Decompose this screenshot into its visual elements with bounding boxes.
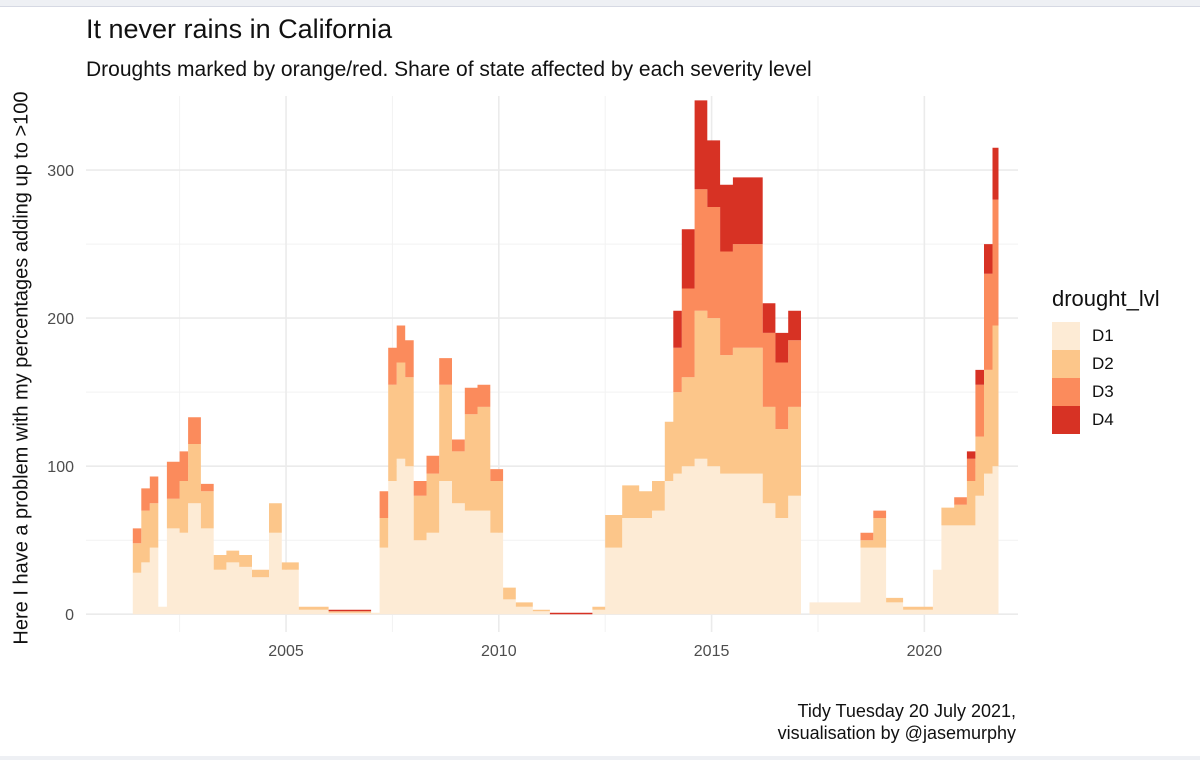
window-bottom-strip [0,756,1200,760]
tick-layer: 0 100 200 300 2005 2010 2015 2020 [47,163,942,660]
legend-swatch-d1 [1052,322,1080,350]
caption-line-1: Tidy Tuesday 20 July 2021, [797,701,1016,721]
y-tick-label: 100 [47,459,74,476]
legend-label-d2: D2 [1092,354,1114,373]
legend-title: drought_lvl [1052,286,1160,311]
legend-label-d3: D3 [1092,382,1114,401]
legend-item-d2: D2 [1052,350,1160,378]
chart-title: It never rains in California [86,14,393,44]
legend-item-d4: D4 [1052,406,1160,434]
legend-swatch-d3 [1052,378,1080,406]
x-tick-label: 2020 [907,643,943,660]
x-tick-label: 2010 [481,643,517,660]
legend: drought_lvl D1 D2 D3 D4 [1052,286,1160,434]
legend-label-d1: D1 [1092,326,1114,345]
y-tick-label: 0 [65,607,74,624]
window-top-strip [0,0,1200,7]
legend-swatch-d4 [1052,406,1080,434]
x-tick-label: 2015 [694,643,730,660]
x-tick-label: 2005 [268,643,304,660]
legend-item-d3: D3 [1052,378,1160,406]
legend-swatch-d2 [1052,350,1080,378]
legend-item-d1: D1 [1052,322,1160,350]
area-series-d1 [132,458,999,615]
area-layer [132,100,999,615]
legend-label-d4: D4 [1092,410,1114,429]
y-tick-label: 200 [47,311,74,328]
y-tick-label: 300 [47,163,74,180]
caption-line-2: visualisation by @jasemurphy [777,723,1016,743]
caption: Tidy Tuesday 20 July 2021, visualisation… [778,700,1016,744]
chart-subtitle: Droughts marked by orange/red. Share of … [86,58,812,81]
